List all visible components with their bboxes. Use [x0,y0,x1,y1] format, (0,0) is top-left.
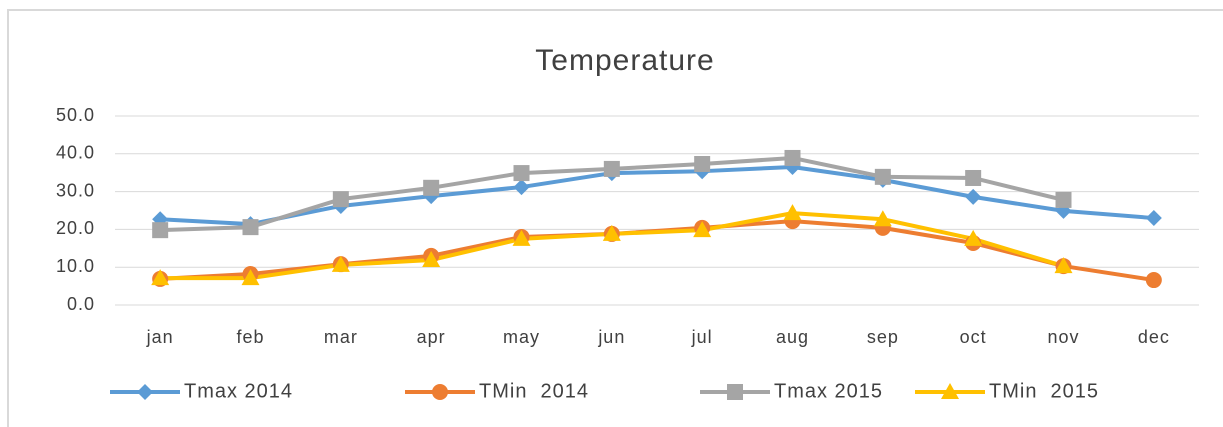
x-tick-label: dec [1138,327,1170,347]
marker [784,149,801,166]
x-tick-label: oct [960,327,987,347]
marker [873,210,892,227]
marker [1145,272,1162,289]
marker [602,224,621,241]
marker [242,219,259,236]
marker [603,160,620,177]
legend-marker [137,384,153,400]
marker [151,269,170,286]
x-tick-label: may [503,327,540,347]
marker [1145,210,1162,227]
x-tick-label: feb [236,327,264,347]
marker [331,255,350,272]
marker [783,204,802,221]
x-tick-label: jul [691,327,713,347]
chart-title: Temperature [535,44,714,77]
y-tick-label: 30.0 [56,180,95,200]
marker [513,165,530,182]
marker [152,222,169,239]
x-tick-label: jan [146,327,174,347]
marker [422,251,441,268]
legend-label: Tmax 2015 [774,380,883,402]
marker [964,229,983,246]
x-tick-label: sep [867,327,899,347]
legend-label: TMin 2014 [479,380,589,402]
marker [423,179,440,196]
y-tick-label: 10.0 [56,256,95,276]
marker [965,169,982,186]
marker [693,221,712,238]
legend-marker [727,384,743,400]
series-line [160,165,1154,227]
y-tick-label: 20.0 [56,218,95,238]
y-tick-label: 0.0 [67,294,95,314]
marker [1054,257,1073,274]
marker [513,179,530,196]
legend-marker [432,384,448,400]
marker [694,156,711,173]
marker [1055,191,1072,208]
y-tick-label: 50.0 [56,105,95,125]
marker [512,229,531,246]
x-tick-label: apr [417,327,446,347]
x-tick-label: aug [776,327,809,347]
marker [965,188,982,205]
x-tick-label: jun [597,327,625,347]
legend-label: Tmax 2014 [184,380,293,402]
x-tick-label: nov [1047,327,1079,347]
legend-label: TMin 2015 [989,380,1099,402]
chart-border [7,9,1223,427]
y-tick-label: 40.0 [56,143,95,163]
x-tick-label: mar [324,327,358,347]
marker [332,191,349,208]
marker [241,269,260,286]
legend-marker [941,383,959,399]
marker [874,168,891,185]
